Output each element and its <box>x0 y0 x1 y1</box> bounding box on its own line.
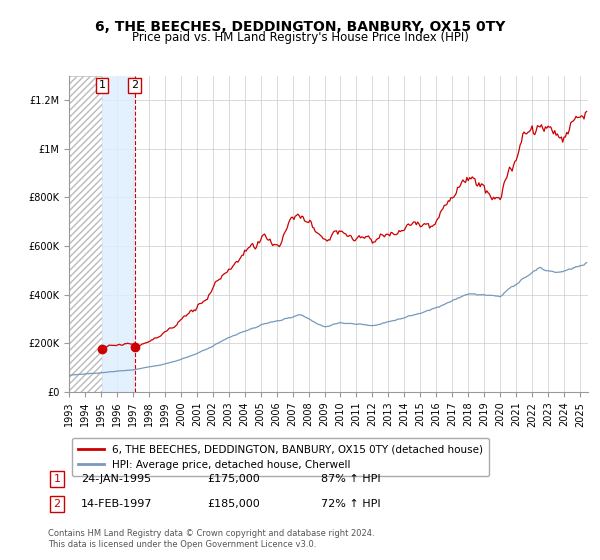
Text: 2: 2 <box>53 499 61 509</box>
Text: Price paid vs. HM Land Registry's House Price Index (HPI): Price paid vs. HM Land Registry's House … <box>131 31 469 44</box>
Text: 2: 2 <box>131 80 139 90</box>
Text: 1: 1 <box>98 80 106 90</box>
Text: Contains HM Land Registry data © Crown copyright and database right 2024.
This d: Contains HM Land Registry data © Crown c… <box>48 529 374 549</box>
Text: £175,000: £175,000 <box>207 474 260 484</box>
Text: 87% ↑ HPI: 87% ↑ HPI <box>321 474 380 484</box>
Text: 24-JAN-1995: 24-JAN-1995 <box>81 474 151 484</box>
Bar <box>69 76 102 392</box>
Bar <box>102 76 135 392</box>
Text: 1: 1 <box>53 474 61 484</box>
Text: 6, THE BEECHES, DEDDINGTON, BANBURY, OX15 0TY: 6, THE BEECHES, DEDDINGTON, BANBURY, OX1… <box>95 20 505 34</box>
Text: 72% ↑ HPI: 72% ↑ HPI <box>321 499 380 509</box>
Text: 14-FEB-1997: 14-FEB-1997 <box>81 499 152 509</box>
Legend: 6, THE BEECHES, DEDDINGTON, BANBURY, OX15 0TY (detached house), HPI: Average pri: 6, THE BEECHES, DEDDINGTON, BANBURY, OX1… <box>71 438 490 476</box>
Text: £185,000: £185,000 <box>207 499 260 509</box>
